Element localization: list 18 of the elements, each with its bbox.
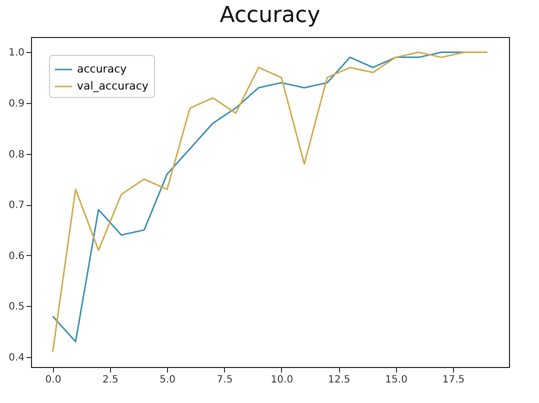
x-tick-label: 12.5	[328, 374, 350, 386]
y-tick-label: 0.8	[8, 149, 24, 160]
x-tick-label: 5.0	[160, 374, 176, 386]
legend-label: accuracy	[77, 62, 128, 76]
x-tick-label: 2.5	[102, 374, 118, 386]
x-tick-label: 10.0	[270, 374, 294, 386]
y-tick-label: 0.7	[8, 200, 24, 212]
y-tick-label: 0.9	[8, 98, 24, 110]
y-tick-label: 0.4	[8, 352, 24, 364]
y-tick-label: 1.0	[8, 48, 24, 59]
y-tick-label: 0.5	[8, 302, 24, 313]
chart-title: Accuracy	[220, 3, 320, 28]
x-tick-label: 17.5	[442, 374, 465, 386]
y-tick-label: 0.6	[8, 250, 24, 262]
x-tick-label: 0.0	[45, 374, 62, 386]
x-tick-label: 7.5	[216, 374, 233, 386]
x-tick-label: 15.0	[385, 374, 408, 386]
legend-label: val_accuracy	[77, 80, 149, 92]
